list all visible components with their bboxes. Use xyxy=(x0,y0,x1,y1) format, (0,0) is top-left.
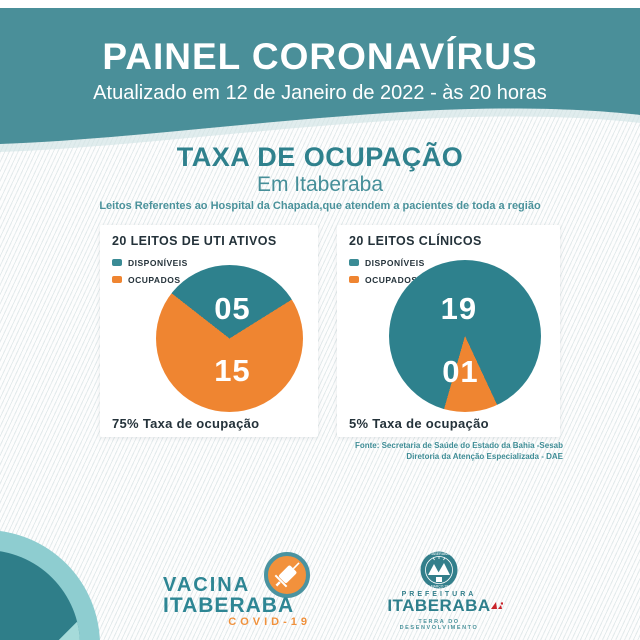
clinical-beds-card: 20 LEITOS CLÍNICOS DISPONÍVEIS OCUPADOS … xyxy=(337,225,560,437)
uti-occupancy-caption: 75% Taxa de ocupação xyxy=(112,416,260,431)
vacina-logo-line2: ITABERABA xyxy=(163,594,295,617)
source-note: Fonte: Secretaria de Saúde do Estado da … xyxy=(355,440,563,462)
section-title: TAXA DE OCUPAÇÃO xyxy=(176,142,464,172)
prefeitura-itaberaba-logo: ITABERABA 25 MARÇO 1877 PREFEITURA ITABE… xyxy=(383,551,503,631)
available-swatch-icon xyxy=(112,259,122,266)
covid19-label: COVID-19 xyxy=(228,616,311,628)
prefeitura-tagline: TERRA DO DESENVOLVIMENTO xyxy=(399,619,479,631)
clinical-pie-chart: 19 01 xyxy=(389,260,541,412)
legend-item-occupied: OCUPADOS xyxy=(349,271,425,288)
update-timestamp: Atualizado em 12 de Janeiro de 2022 - às… xyxy=(93,82,547,104)
vacina-badge xyxy=(264,552,310,598)
legend-item-available: DISPONÍVEIS xyxy=(112,254,188,271)
prefeitura-seal-icon: ITABERABA 25 MARÇO 1877 xyxy=(420,551,458,589)
source-line-2: Diretoria da Atenção Especializada - DAE xyxy=(406,452,563,461)
uti-beds-card: 20 LEITOS DE UTI ATIVOS DISPONÍVEIS OCUP… xyxy=(100,225,318,437)
syringe-circle-fill xyxy=(0,550,80,640)
occupied-swatch-icon xyxy=(349,276,359,283)
prefeitura-name: ITABERABA xyxy=(387,596,503,615)
available-swatch-icon xyxy=(349,259,359,266)
syringe-circle-decoration xyxy=(0,530,100,640)
legend-item-occupied: OCUPADOS xyxy=(112,271,188,288)
uti-pie-chart: 05 15 xyxy=(156,265,303,412)
clinical-occupied-value: 01 xyxy=(442,354,479,390)
available-label: DISPONÍVEIS xyxy=(128,257,188,268)
occupied-label: OCUPADOS xyxy=(128,274,181,285)
vacina-logo-line1: VACINA xyxy=(163,574,251,596)
uti-card-title: 20 LEITOS DE UTI ATIVOS xyxy=(112,234,277,248)
prefeitura-label: PREFEITURA xyxy=(401,591,477,598)
page-title: PAINEL CORONAVÍRUS xyxy=(102,36,538,77)
section-description: Leitos Referentes ao Hospital da Chapada… xyxy=(99,200,541,212)
prefeitura-name-text: ITABERABA xyxy=(387,596,491,615)
uti-legend: DISPONÍVEIS OCUPADOS xyxy=(112,254,188,288)
wave-divider xyxy=(0,100,640,152)
clinical-legend: DISPONÍVEIS OCUPADOS xyxy=(349,254,425,288)
occupied-swatch-icon xyxy=(112,276,122,283)
occupied-label: OCUPADOS xyxy=(365,274,418,285)
syringe-icon xyxy=(55,611,80,640)
available-label: DISPONÍVEIS xyxy=(365,257,425,268)
seal-top-text: ITABERABA xyxy=(429,552,450,556)
legend-item-available: DISPONÍVEIS xyxy=(349,254,425,271)
uti-available-value: 05 xyxy=(214,291,251,327)
clinical-occupancy-caption: 5% Taxa de ocupação xyxy=(349,416,489,431)
red-brush-accent-icon xyxy=(490,602,503,609)
clinical-available-value: 19 xyxy=(440,290,478,326)
source-line-1: Fonte: Secretaria de Saúde do Estado da … xyxy=(354,441,563,450)
seal-bottom-text: 25 MARÇO 1877 xyxy=(426,585,452,589)
clinical-card-title: 20 LEITOS CLÍNICOS xyxy=(349,234,482,248)
section-subtitle: Em Itaberaba xyxy=(256,173,384,196)
top-margin xyxy=(0,0,640,8)
badge-syringe-icon xyxy=(274,562,300,588)
uti-occupied-value: 15 xyxy=(214,352,251,388)
header-bar xyxy=(0,8,640,102)
